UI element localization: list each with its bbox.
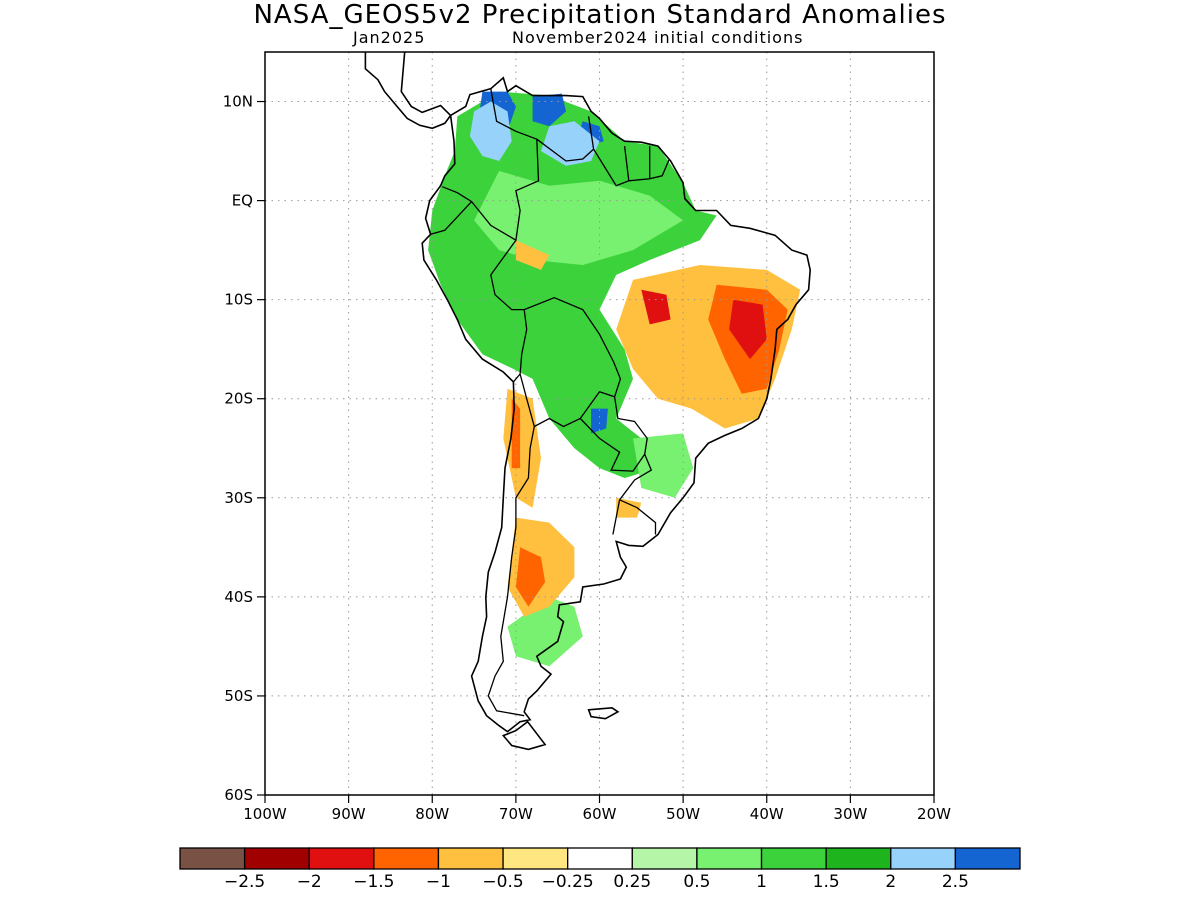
lon-tick-label: 20W [917,805,951,823]
lat-tick-label: 50S [224,687,253,705]
colorbar-label: −1.5 [353,872,394,892]
forecast-month: Jan2025 [353,28,426,47]
gridlines [265,52,934,795]
lat-tick-label: 60S [224,786,253,804]
country-borders [430,88,670,717]
anomaly-patch-4 [469,101,512,161]
anomaly-patch-14 [616,497,642,518]
anomaly-patch-11 [511,398,521,469]
lon-tick-label: 40W [750,805,784,823]
colorbar-label: 0.25 [613,872,651,892]
anomaly-patch-13 [515,547,546,607]
colorbar-label: −0.25 [542,872,594,892]
anomaly-patch-5 [541,121,600,166]
anomaly-patch-15 [515,240,550,270]
lon-tick-label: 50W [666,805,700,823]
lat-tick-label: 30S [224,489,253,507]
colorbar-swatch [179,847,246,870]
lat-tick-label: 40S [224,588,253,606]
colorbar-label: −1 [426,872,451,892]
colorbar-swatch [825,847,892,870]
anomaly-patch-9 [729,299,767,360]
continent-moderate-anomaly [474,170,694,667]
colorbar-swatch [502,847,569,870]
colorbar-label: −2.5 [224,872,265,892]
colorbar-label: 2.5 [942,872,969,892]
colorbar-swatch [373,847,440,870]
anomaly-patch-8 [641,289,671,325]
lat-tick-label: 20S [224,390,253,408]
coastline [364,52,812,751]
lon-tick-label: 30W [833,805,867,823]
colorbar-label: 0.5 [683,872,710,892]
anomaly-patch-3 [591,408,608,434]
land-fill-layer [365,52,811,750]
lon-tick-label: 90W [332,805,366,823]
colorbar-swatch [696,847,763,870]
colorbar-swatch [437,847,504,870]
colorbar-label: −0.5 [482,872,523,892]
colorbar-swatch [308,847,375,870]
initial-conditions: November2024 initial conditions [512,28,804,47]
plot-area [265,52,934,795]
colorbar-swatch [631,847,698,870]
colorbar: −2.5 −2 −1.5 −1 −0.5 −0.25 0.25 0.5 1 1.5 2 2.5 [179,847,1021,892]
colorbar-swatch [567,847,633,870]
lon-tick-label: 70W [499,805,533,823]
colorbar-swatch [243,847,310,870]
colorbar-swatch [890,847,957,870]
colorbar-label: 1 [756,872,767,892]
colorbar-swatch [760,847,827,870]
colorbar-label: 2 [885,872,896,892]
map-title: NASA_GEOS5v2 Precipitation Standard Anom… [253,0,947,30]
lat-tick-label: EQ [232,192,253,210]
lat-tick-label: 10S [224,291,253,309]
lon-tick-label: 60W [583,805,617,823]
lon-tick-label: 80W [415,805,449,823]
colorbar-label: −2 [297,872,322,892]
lon-tick-label: 100W [243,805,287,823]
lat-tick-label: 10N [223,93,253,111]
colorbar-swatch [954,847,1021,870]
colorbar-label: 1.5 [813,872,840,892]
